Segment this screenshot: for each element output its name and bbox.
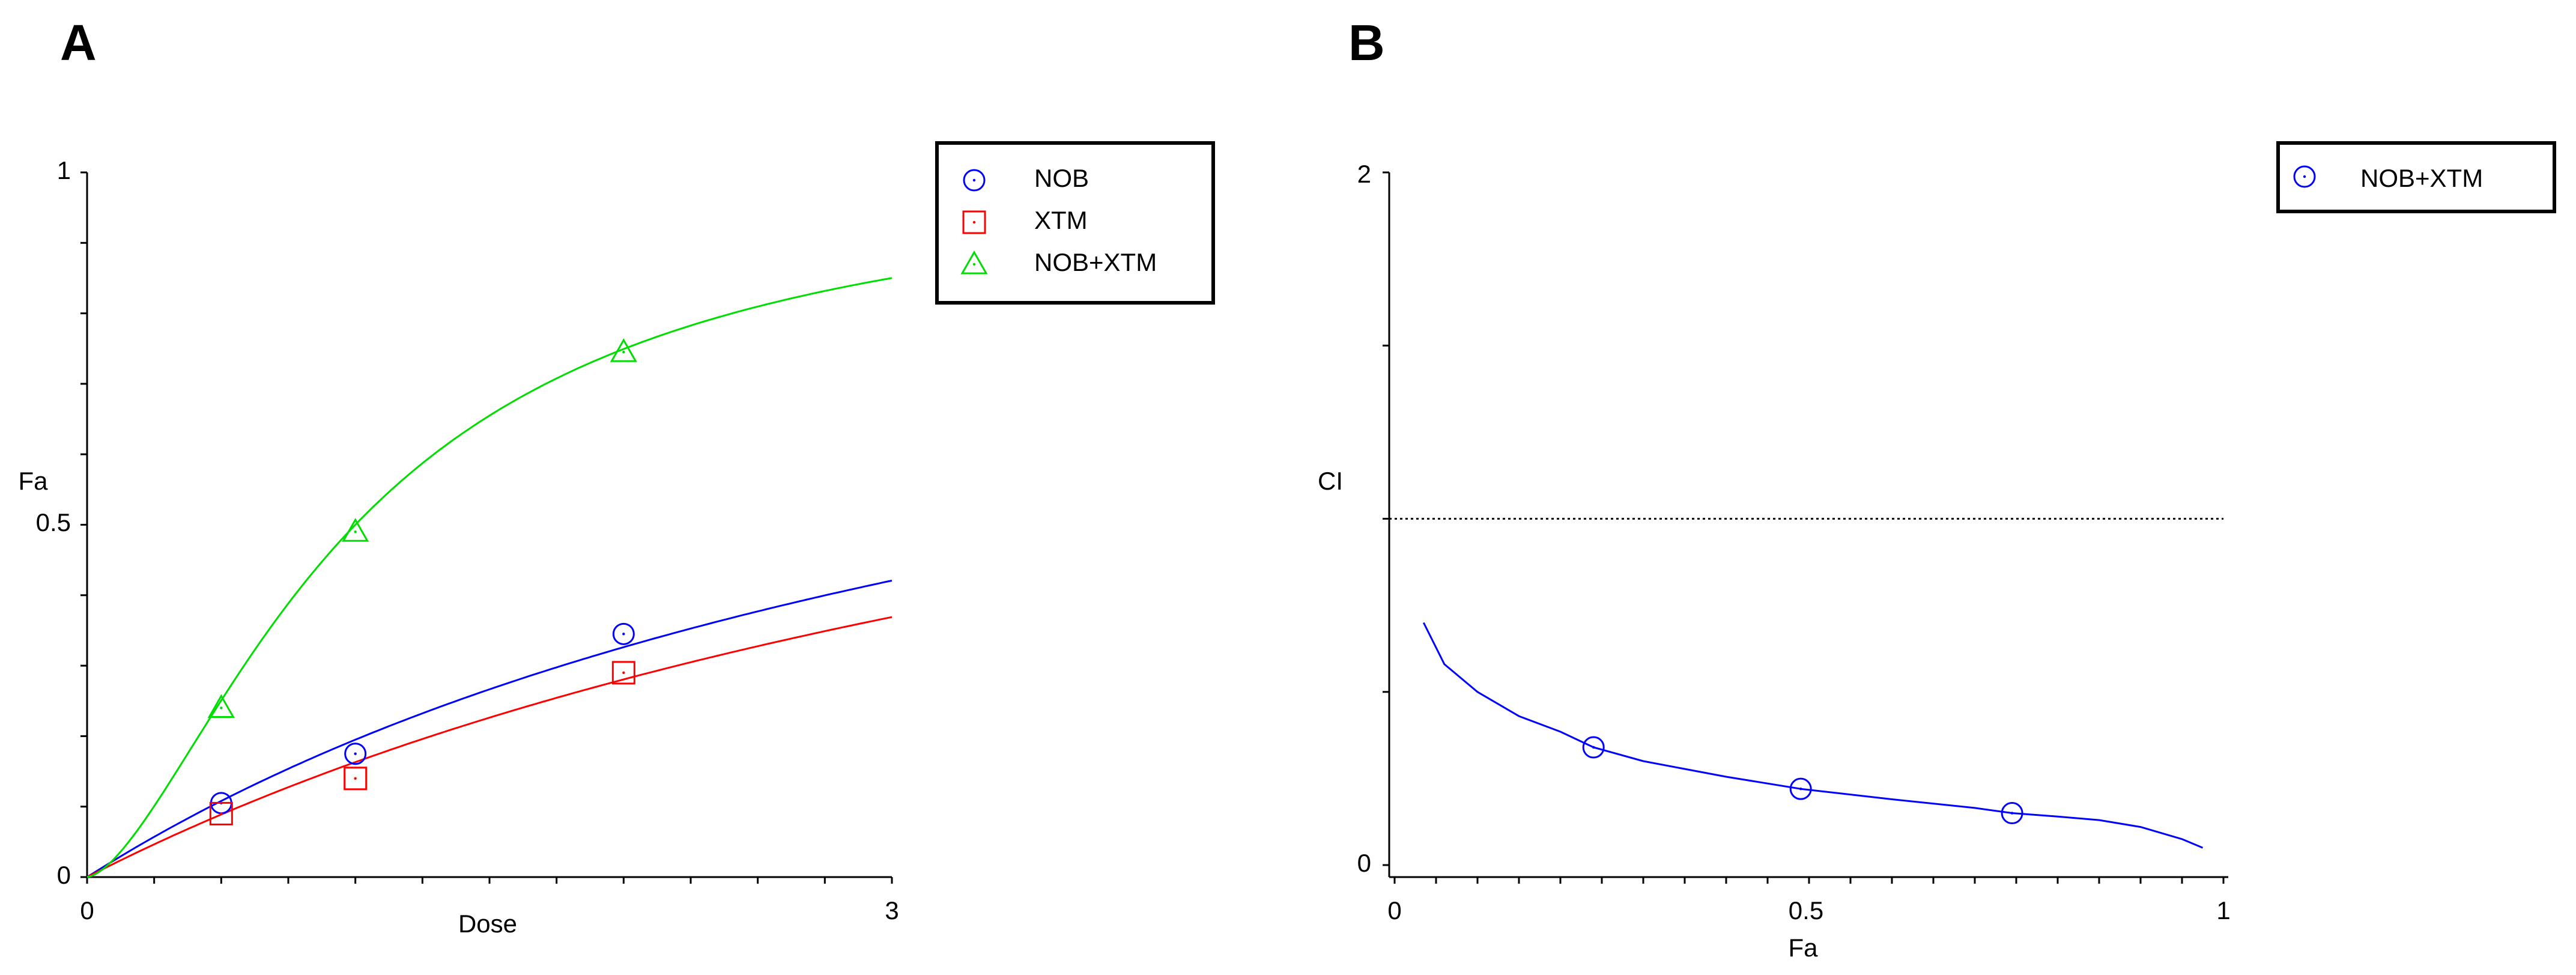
point-xtm-1	[344, 767, 368, 791]
point-nob-xtm-1	[342, 518, 369, 542]
ci-curve-nob-xtm	[1422, 622, 2204, 849]
point-xtm-0	[209, 801, 233, 825]
panel-a-x-tick-label-3: 3	[885, 896, 899, 925]
legend-a-label-xtm: XTM	[1034, 206, 1088, 234]
panel-b-y-tick-label-0: 0	[1357, 849, 1371, 877]
panel-a-y-ticks	[80, 171, 87, 878]
panel-a-y-axis-label: Fa	[18, 467, 48, 495]
point-xtm-0-box	[209, 801, 233, 825]
legend-a-marker-xtm-box	[962, 210, 986, 234]
panel-b-legend-markers	[2293, 165, 2316, 188]
ci-point-nob-xtm-1-ring	[1789, 777, 1812, 800]
panel-b-x-tick-label-0: 0	[1387, 896, 1401, 925]
point-nob-1-ring	[344, 743, 367, 765]
panel-b-legend: NOB+XTM	[2276, 141, 2556, 213]
ci-point-nob-xtm-1-dot	[1799, 787, 1802, 791]
panel-a-y-tick-label-0: 0	[57, 861, 71, 889]
legend-a-marker-nob-xtm-dot	[972, 263, 976, 266]
point-xtm-2	[611, 661, 635, 685]
point-nob-xtm-0-dot	[220, 706, 223, 709]
point-xtm-1-box	[344, 767, 368, 791]
point-nob-1-dot	[354, 752, 357, 755]
panel-b-ci-curve	[1422, 622, 2204, 849]
legend-a-marker-xtm	[962, 210, 986, 234]
point-nob-xtm-2-tri	[610, 338, 637, 362]
ci-point-nob-xtm-0	[1582, 736, 1605, 759]
panel-a-x-ticks	[86, 877, 893, 884]
point-nob-2-dot	[622, 633, 625, 636]
ci-point-nob-xtm-1	[1789, 777, 1812, 800]
point-nob-xtm-1-dot	[354, 530, 357, 533]
point-xtm-1-dot	[354, 777, 357, 780]
point-nob-xtm-2-dot	[622, 350, 625, 354]
panel-a-data-points	[207, 338, 637, 825]
panel-a-x-tick-label-0: 0	[80, 896, 94, 925]
legend-a-marker-nob-xtm	[960, 250, 988, 275]
point-nob-2-ring	[612, 622, 635, 645]
point-xtm-0-dot	[220, 812, 223, 815]
panel-b-chart: 0 2 0 0.5 1 CI Fa NOB+XTM	[1318, 141, 2556, 962]
legend-b-label-nob-xtm: NOB+XTM	[2360, 164, 2483, 192]
panel-letter-a: A	[60, 14, 97, 71]
legend-a-marker-nob-dot	[972, 178, 976, 182]
point-xtm-2-box	[611, 661, 635, 685]
point-nob-xtm-0	[207, 694, 235, 718]
legend-a-marker-nob-xtm-tri	[960, 250, 988, 275]
panel-b-x-tick-label-0.5: 0.5	[1789, 896, 1823, 925]
panel-b-legend-box	[2276, 141, 2556, 213]
point-nob-2	[612, 622, 635, 645]
point-nob-xtm-0-tri	[207, 694, 235, 718]
panel-b-x-ticks	[1393, 877, 2225, 884]
ci-point-nob-xtm-0-dot	[1592, 746, 1595, 749]
panel-b-y-ticks	[1383, 171, 1389, 866]
legend-a-label-nob-xtm: NOB+XTM	[1034, 248, 1157, 276]
panel-b-y-tick-label-2: 2	[1357, 160, 1371, 188]
curve-xtm	[86, 616, 893, 878]
ci-point-nob-xtm-2	[2001, 802, 2023, 825]
legend-b-marker-nob-xtm-ring	[2293, 165, 2316, 188]
panel-b-x-axis-label: Fa	[1788, 934, 1818, 962]
point-nob-xtm-1-tri	[342, 518, 369, 542]
legend-a-marker-nob-ring	[963, 169, 986, 192]
panel-a-y-tick-label-1: 1	[57, 156, 71, 184]
panel-letter-b: B	[1348, 14, 1385, 71]
legend-a-label-nob: NOB	[1034, 164, 1089, 192]
panel-a-x-axis-label: Dose	[458, 910, 517, 938]
point-nob-1	[344, 743, 367, 765]
panel-a-fit-curves	[86, 277, 893, 878]
ci-point-nob-xtm-2-dot	[2010, 812, 2014, 815]
point-nob-xtm-2	[610, 338, 637, 362]
panel-a-chart: 0 0.5 1 0 3 Fa Dose NOB XTM NOB+XTM	[18, 141, 1215, 938]
legend-b-marker-nob-xtm	[2293, 165, 2316, 188]
legend-a-marker-nob	[963, 169, 986, 192]
panel-a-legend: NOB XTM NOB+XTM	[935, 141, 1215, 305]
legend-a-marker-xtm-dot	[972, 220, 976, 224]
panel-b-y-axis-label: CI	[1318, 467, 1343, 495]
panel-a-y-tick-label-0.5: 0.5	[36, 508, 71, 536]
ci-point-nob-xtm-0-ring	[1582, 736, 1605, 759]
legend-b-marker-nob-xtm-dot	[2303, 175, 2306, 178]
panel-a-legend-markers	[960, 169, 988, 275]
curve-nob-xtm	[86, 277, 893, 878]
panel-b-data-points	[1582, 736, 2023, 825]
point-xtm-2-dot	[622, 671, 625, 675]
panel-a-legend-box	[935, 141, 1215, 305]
panel-b-x-tick-label-1: 1	[2216, 896, 2230, 925]
curve-nob	[86, 580, 893, 878]
ci-point-nob-xtm-2-ring	[2001, 802, 2023, 825]
